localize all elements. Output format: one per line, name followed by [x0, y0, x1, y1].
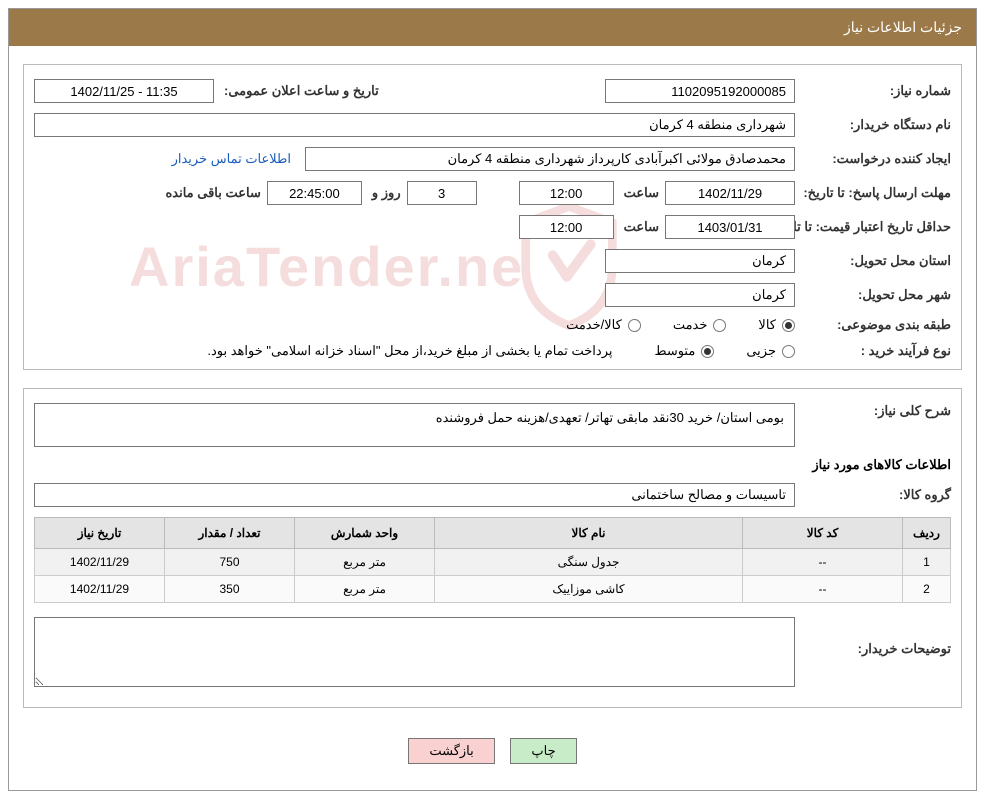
field-deadline-date: 1402/11/29: [665, 181, 795, 205]
row-goods-group: گروه کالا: تاسیسات و مصالح ساختمانی: [34, 483, 951, 507]
cell-rowno: 2: [903, 576, 951, 603]
label-deadline-1: مهلت ارسال پاسخ:: [848, 185, 951, 200]
row-city: شهر محل تحویل: کرمان: [34, 283, 951, 307]
field-requester: محمدصادق مولائی اکبرآبادی کارپرداز شهردا…: [305, 147, 795, 171]
table-header-row: ردیف کد کالا نام کالا واحد شمارش تعداد /…: [35, 518, 951, 549]
radio-medium[interactable]: [701, 345, 714, 358]
radio-service[interactable]: [713, 319, 726, 332]
cell-rowno: 1: [903, 549, 951, 576]
label-requester: ایجاد کننده درخواست:: [801, 151, 951, 167]
row-purchase-type: نوع فرآیند خرید : جزیی متوسط پرداخت تمام…: [34, 343, 951, 359]
field-general-desc: بومی استان/ خرید 30نقد مابقی تهاتر/ تعهد…: [34, 403, 795, 447]
row-general-desc: شرح کلی نیاز: بومی استان/ خرید 30نقد ماب…: [34, 403, 951, 447]
cell-qty: 750: [165, 549, 295, 576]
cell-name: جدول سنگی: [435, 549, 743, 576]
label-deadline-2: تا تاریخ:: [803, 185, 844, 200]
general-desc-text: بومی استان/ خرید 30نقد مابقی تهاتر/ تعهد…: [436, 410, 784, 425]
th-unit: واحد شمارش: [295, 518, 435, 549]
label-validity-1: حداقل تاریخ اعتبار قیمت:: [816, 219, 951, 234]
radio-goods-label: کالا: [758, 317, 776, 333]
label-buyer-org: نام دستگاه خریدار:: [801, 117, 951, 133]
label-remaining: ساعت باقی مانده: [161, 185, 260, 201]
label-deadline: مهلت ارسال پاسخ: تا تاریخ:: [801, 185, 951, 201]
radio-group-subject: کالا خدمت کالا/خدمت: [566, 317, 795, 333]
table-row: 1 -- جدول سنگی متر مربع 750 1402/11/29: [35, 549, 951, 576]
th-row-no: ردیف: [903, 518, 951, 549]
radio-partial[interactable]: [782, 345, 795, 358]
cell-code: --: [743, 549, 903, 576]
label-validity: حداقل تاریخ اعتبار قیمت: تا تاریخ:: [801, 219, 951, 235]
table-body: 1 -- جدول سنگی متر مربع 750 1402/11/29 2…: [35, 549, 951, 603]
field-buyer-org: شهرداری منطقه 4 کرمان: [34, 113, 795, 137]
label-subject-class: طبقه بندی موضوعی:: [801, 317, 951, 333]
th-name: نام کالا: [435, 518, 743, 549]
field-deadline-hour: 12:00: [519, 181, 614, 205]
link-buyer-contact[interactable]: اطلاعات تماس خریدار: [172, 151, 299, 167]
label-general-desc: شرح کلی نیاز:: [801, 403, 951, 419]
button-bar: چاپ بازگشت: [23, 726, 962, 778]
items-table: ردیف کد کالا نام کالا واحد شمارش تعداد /…: [34, 517, 951, 603]
purchase-note: پرداخت تمام یا بخشی از مبلغ خرید،از محل …: [207, 343, 612, 359]
label-hour-1: ساعت: [620, 185, 659, 201]
cell-code: --: [743, 576, 903, 603]
radio-service-label: خدمت: [673, 317, 708, 333]
cell-unit: متر مربع: [295, 549, 435, 576]
row-buyer-org: نام دستگاه خریدار: شهرداری منطقه 4 کرمان: [34, 113, 951, 137]
row-subject-class: طبقه بندی موضوعی: کالا خدمت کالا/خدمت: [34, 317, 951, 333]
radio-partial-label: جزیی: [746, 343, 776, 359]
row-province: استان محل تحویل: کرمان: [34, 249, 951, 273]
field-validity-date: 1403/01/31: [665, 215, 795, 239]
field-announce: 1402/11/25 - 11:35: [34, 79, 214, 103]
cell-qty: 350: [165, 576, 295, 603]
label-city: شهر محل تحویل:: [801, 287, 951, 303]
field-validity-hour: 12:00: [519, 215, 614, 239]
field-need-no: 1102095192000085: [605, 79, 795, 103]
label-purchase-type: نوع فرآیند خرید :: [801, 343, 951, 359]
th-date: تاریخ نیاز: [35, 518, 165, 549]
info-box: شماره نیاز: 1102095192000085 تاریخ و ساع…: [23, 64, 962, 370]
row-requester: ایجاد کننده درخواست: محمدصادق مولائی اکب…: [34, 147, 951, 171]
row-need-no: شماره نیاز: 1102095192000085 تاریخ و ساع…: [34, 79, 951, 103]
content-area: AriaTender.ne شماره نیاز: 11020951920000…: [9, 46, 976, 790]
radio-goods-service[interactable]: [628, 319, 641, 332]
label-announce: تاریخ و ساعت اعلان عمومی:: [220, 83, 379, 99]
items-box: شرح کلی نیاز: بومی استان/ خرید 30نقد ماب…: [23, 388, 962, 708]
cell-name: کاشی موزاییک: [435, 576, 743, 603]
field-province: کرمان: [605, 249, 795, 273]
cell-date: 1402/11/29: [35, 549, 165, 576]
radio-medium-label: متوسط: [654, 343, 695, 359]
th-qty: تعداد / مقدار: [165, 518, 295, 549]
field-goods-group: تاسیسات و مصالح ساختمانی: [34, 483, 795, 507]
page-header: جزئیات اطلاعات نیاز: [9, 9, 976, 46]
back-button[interactable]: بازگشت: [408, 738, 494, 764]
field-buyer-notes[interactable]: [34, 617, 795, 687]
radio-group-purchase: جزیی متوسط: [654, 343, 795, 359]
label-buyer-notes: توضیحات خریدار:: [801, 617, 951, 657]
page-container: جزئیات اطلاعات نیاز AriaTender.ne شماره …: [8, 8, 977, 791]
table-row: 2 -- کاشی موزاییک متر مربع 350 1402/11/2…: [35, 576, 951, 603]
cell-unit: متر مربع: [295, 576, 435, 603]
row-buyer-notes: توضیحات خریدار:: [34, 617, 951, 687]
field-remaining-days: 3: [407, 181, 477, 205]
field-city: کرمان: [605, 283, 795, 307]
print-button[interactable]: چاپ: [510, 738, 576, 764]
label-province: استان محل تحویل:: [801, 253, 951, 269]
th-code: کد کالا: [743, 518, 903, 549]
row-validity: حداقل تاریخ اعتبار قیمت: تا تاریخ: 1403/…: [34, 215, 951, 239]
label-need-no: شماره نیاز:: [801, 83, 951, 99]
field-remaining-time: 22:45:00: [267, 181, 362, 205]
radio-goods-service-label: کالا/خدمت: [566, 317, 622, 333]
label-days: روز و: [368, 185, 401, 201]
page-title: جزئیات اطلاعات نیاز: [844, 19, 962, 35]
label-hour-2: ساعت: [620, 219, 659, 235]
label-goods-group: گروه کالا:: [801, 487, 951, 503]
radio-goods[interactable]: [782, 319, 795, 332]
cell-date: 1402/11/29: [35, 576, 165, 603]
row-deadline: مهلت ارسال پاسخ: تا تاریخ: 1402/11/29 سا…: [34, 181, 951, 205]
items-info-title: اطلاعات کالاهای مورد نیاز: [34, 457, 951, 473]
